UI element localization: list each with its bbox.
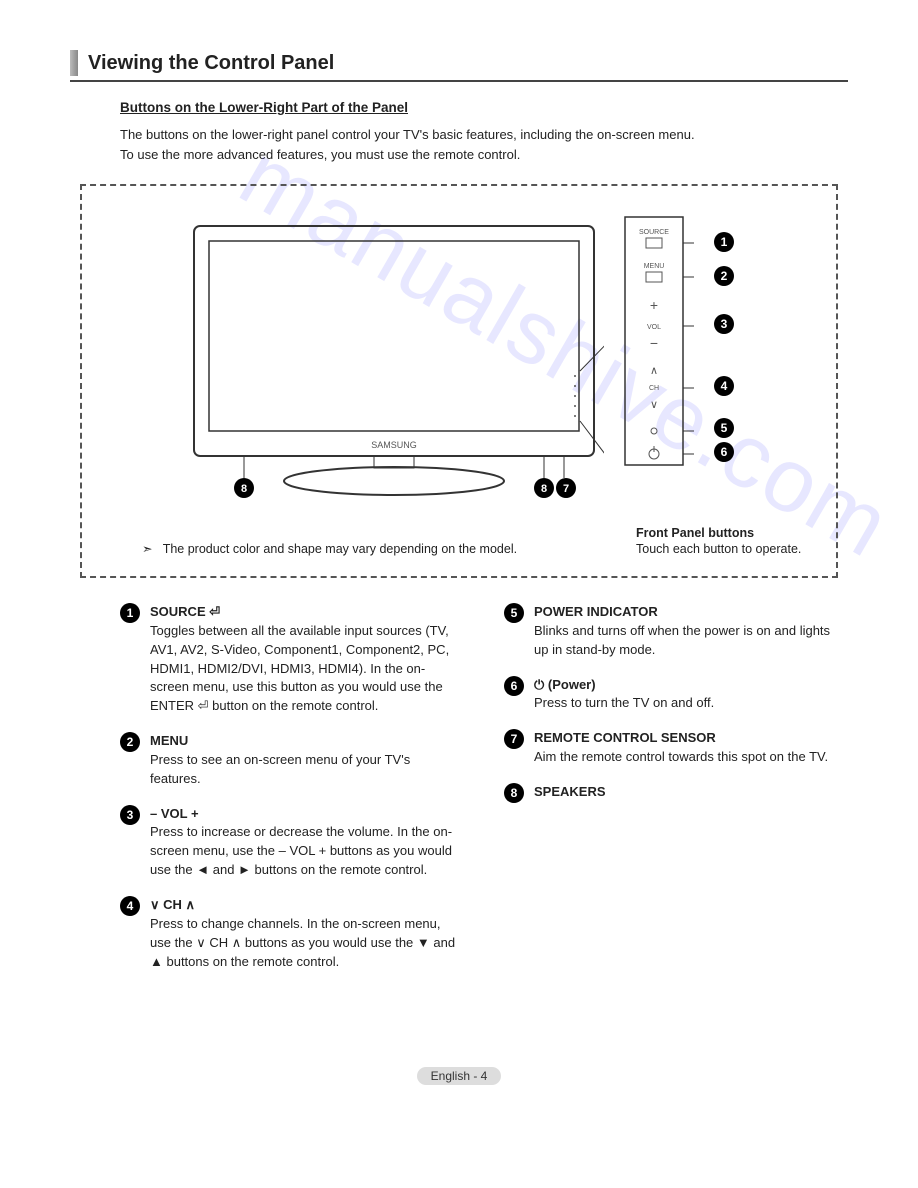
def-body-1: Toggles between all the available input … — [150, 623, 449, 713]
def-num-7: 7 — [504, 729, 524, 749]
def-body-2: Press to see an on-screen menu of your T… — [150, 752, 410, 786]
tv-illustration: SAMSUNG 8 8 7 — [184, 216, 604, 506]
front-panel-label: Front Panel buttons Touch each button to… — [636, 526, 816, 556]
def-title-6: ⏻ (Power) — [534, 677, 596, 692]
callout-4: 4 — [714, 376, 734, 396]
page-title: Viewing the Control Panel — [88, 52, 334, 75]
svg-text:CH: CH — [649, 385, 659, 392]
def-body-3: Press to increase or decrease the volume… — [150, 824, 452, 877]
def-title-7: REMOTE CONTROL SENSOR — [534, 730, 716, 745]
page-footer: English - 4 — [70, 1067, 848, 1085]
def-body-7: Aim the remote control towards this spot… — [534, 749, 828, 764]
def-body-4: Press to change channels. In the on-scre… — [150, 916, 455, 969]
def-item-2: 2 MENU Press to see an on-screen menu of … — [120, 732, 464, 789]
diagram-note: ➣ The product color and shape may vary d… — [142, 541, 517, 556]
definitions-right-col: 5 POWER INDICATOR Blinks and turns off wh… — [504, 603, 848, 987]
callout-2: 2 — [714, 266, 734, 286]
tv-brand-label: SAMSUNG — [371, 440, 417, 450]
def-num-1: 1 — [120, 603, 140, 623]
def-body-5: Blinks and turns off when the power is o… — [534, 623, 830, 657]
def-title-2: MENU — [150, 733, 188, 748]
def-item-1: 1 SOURCE ⏎ Toggles between all the availa… — [120, 603, 464, 716]
def-item-7: 7 REMOTE CONTROL SENSOR Aim the remote co… — [504, 729, 848, 767]
note-symbol: ➣ — [142, 542, 152, 556]
intro-text: The buttons on the lower-right panel con… — [120, 125, 848, 164]
svg-text:8: 8 — [241, 483, 247, 495]
svg-text:+: + — [650, 297, 658, 313]
note-text: The product color and shape may vary dep… — [163, 542, 517, 556]
svg-text:VOL: VOL — [647, 324, 661, 331]
def-num-8: 8 — [504, 783, 524, 803]
def-num-5: 5 — [504, 603, 524, 623]
def-body-6: Press to turn the TV on and off. — [534, 695, 714, 710]
def-title-3: – VOL + — [150, 806, 199, 821]
def-item-3: 3 – VOL + Press to increase or decrease t… — [120, 805, 464, 880]
svg-text:8: 8 — [541, 483, 547, 495]
def-num-2: 2 — [120, 732, 140, 752]
callout-3: 3 — [714, 314, 734, 334]
svg-text:MENU: MENU — [644, 263, 665, 270]
front-panel-title: Front Panel buttons — [636, 526, 816, 540]
svg-text:SOURCE: SOURCE — [639, 229, 669, 236]
def-num-4: 4 — [120, 896, 140, 916]
svg-text:∧: ∧ — [650, 365, 658, 377]
def-title-1: SOURCE ⏎ — [150, 604, 220, 619]
def-item-8: 8 SPEAKERS — [504, 783, 848, 803]
svg-text:−: − — [650, 335, 658, 351]
def-title-4: ∨ CH ∧ — [150, 897, 195, 912]
page-number-pill: English - 4 — [417, 1067, 502, 1085]
def-item-6: 6 ⏻ (Power) Press to turn the TV on and o… — [504, 676, 848, 714]
section-underline — [70, 80, 848, 82]
callout-5: 5 — [714, 418, 734, 438]
section-heading-row: Viewing the Control Panel — [70, 50, 848, 76]
def-title-5: POWER INDICATOR — [534, 604, 658, 619]
diagram-box: SAMSUNG 8 8 7 SOURCE MENU + — [80, 184, 838, 578]
intro-line-1: The buttons on the lower-right panel con… — [120, 125, 848, 145]
definitions: 1 SOURCE ⏎ Toggles between all the availa… — [120, 603, 848, 987]
callout-1: 1 — [714, 232, 734, 252]
svg-text:∨: ∨ — [650, 399, 658, 411]
front-panel-text: Touch each button to operate. — [636, 542, 801, 556]
intro-line-2: To use the more advanced features, you m… — [120, 145, 848, 165]
svg-text:7: 7 — [563, 483, 569, 495]
sub-heading: Buttons on the Lower-Right Part of the P… — [120, 100, 848, 115]
callout-6: 6 — [714, 442, 734, 462]
def-item-4: 4 ∨ CH ∧ Press to change channels. In the… — [120, 896, 464, 971]
panel-closeup: SOURCE MENU + VOL − ∧ CH ∨ — [624, 216, 694, 466]
section-heading-bar — [70, 50, 78, 76]
definitions-left-col: 1 SOURCE ⏎ Toggles between all the availa… — [120, 603, 464, 987]
callout-column: 1 2 3 4 5 6 — [714, 216, 734, 462]
def-num-6: 6 — [504, 676, 524, 696]
def-num-3: 3 — [120, 805, 140, 825]
def-title-8: SPEAKERS — [534, 784, 606, 799]
def-item-5: 5 POWER INDICATOR Blinks and turns off wh… — [504, 603, 848, 660]
